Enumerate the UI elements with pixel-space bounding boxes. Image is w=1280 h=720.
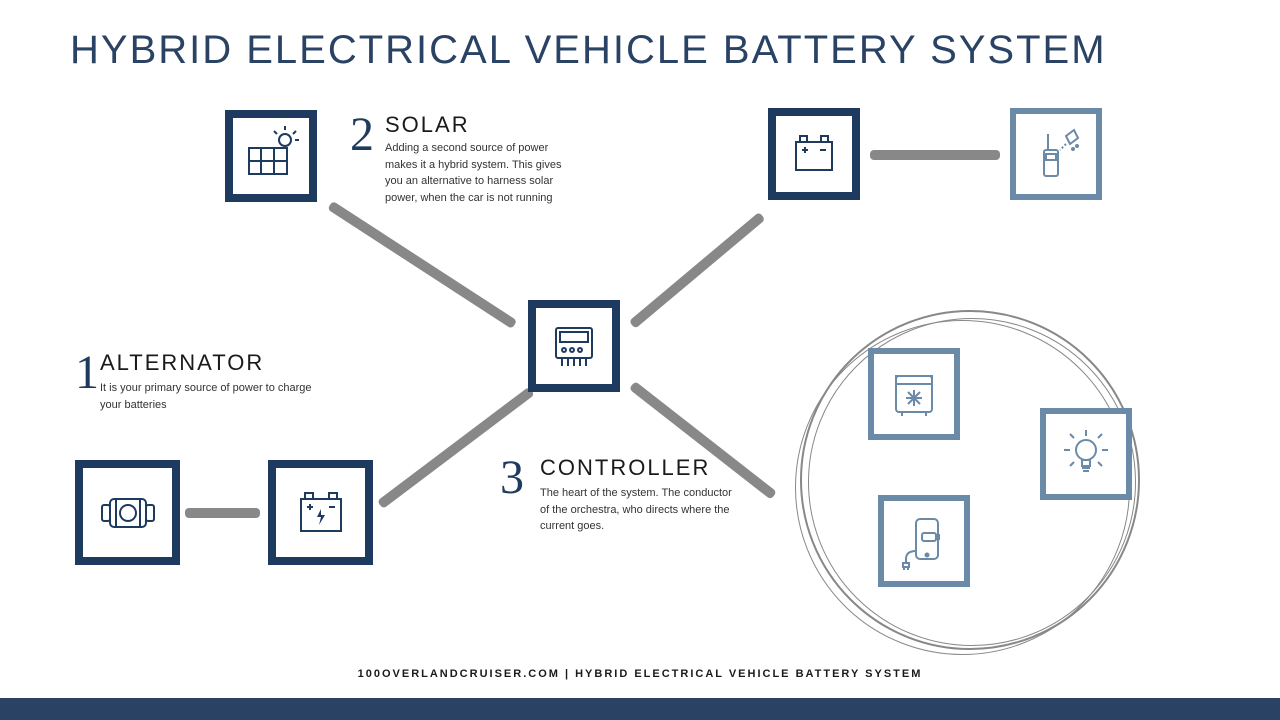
alternator-icon	[75, 460, 180, 565]
connector-line	[629, 381, 777, 500]
radio-satellite-icon	[1010, 108, 1102, 200]
footer-bar	[0, 698, 1280, 720]
controller-icon	[528, 300, 620, 392]
section-1-number: 1	[75, 345, 99, 400]
aux-battery-icon	[768, 108, 860, 200]
section-3-title: CONTROLLER	[540, 455, 710, 481]
section-3-desc: The heart of the system. The conductor o…	[540, 485, 740, 535]
section-1-title: ALTERNATOR	[100, 350, 264, 376]
section-2-number: 2	[350, 107, 374, 162]
connector-line	[327, 201, 517, 329]
solar-panel-icon	[225, 110, 317, 202]
footer-text: 100OVERLANDCRUISER.COM | HYBRID ELECTRIC…	[0, 668, 1280, 680]
fridge-icon	[868, 348, 960, 440]
connector-line	[870, 150, 1000, 160]
section-3-number: 3	[500, 450, 524, 505]
section-2-title: SOLAR	[385, 112, 470, 138]
section-1-desc: It is your primary source of power to ch…	[100, 380, 320, 413]
connector-line	[629, 212, 766, 329]
phone-charging-icon	[878, 495, 970, 587]
starter-battery-icon	[268, 460, 373, 565]
lightbulb-icon	[1040, 408, 1132, 500]
section-2-desc: Adding a second source of power makes it…	[385, 140, 570, 206]
connector-line	[185, 508, 260, 518]
page-title: HYBRID ELECTRICAL VEHICLE BATTERY SYSTEM	[70, 28, 1107, 73]
